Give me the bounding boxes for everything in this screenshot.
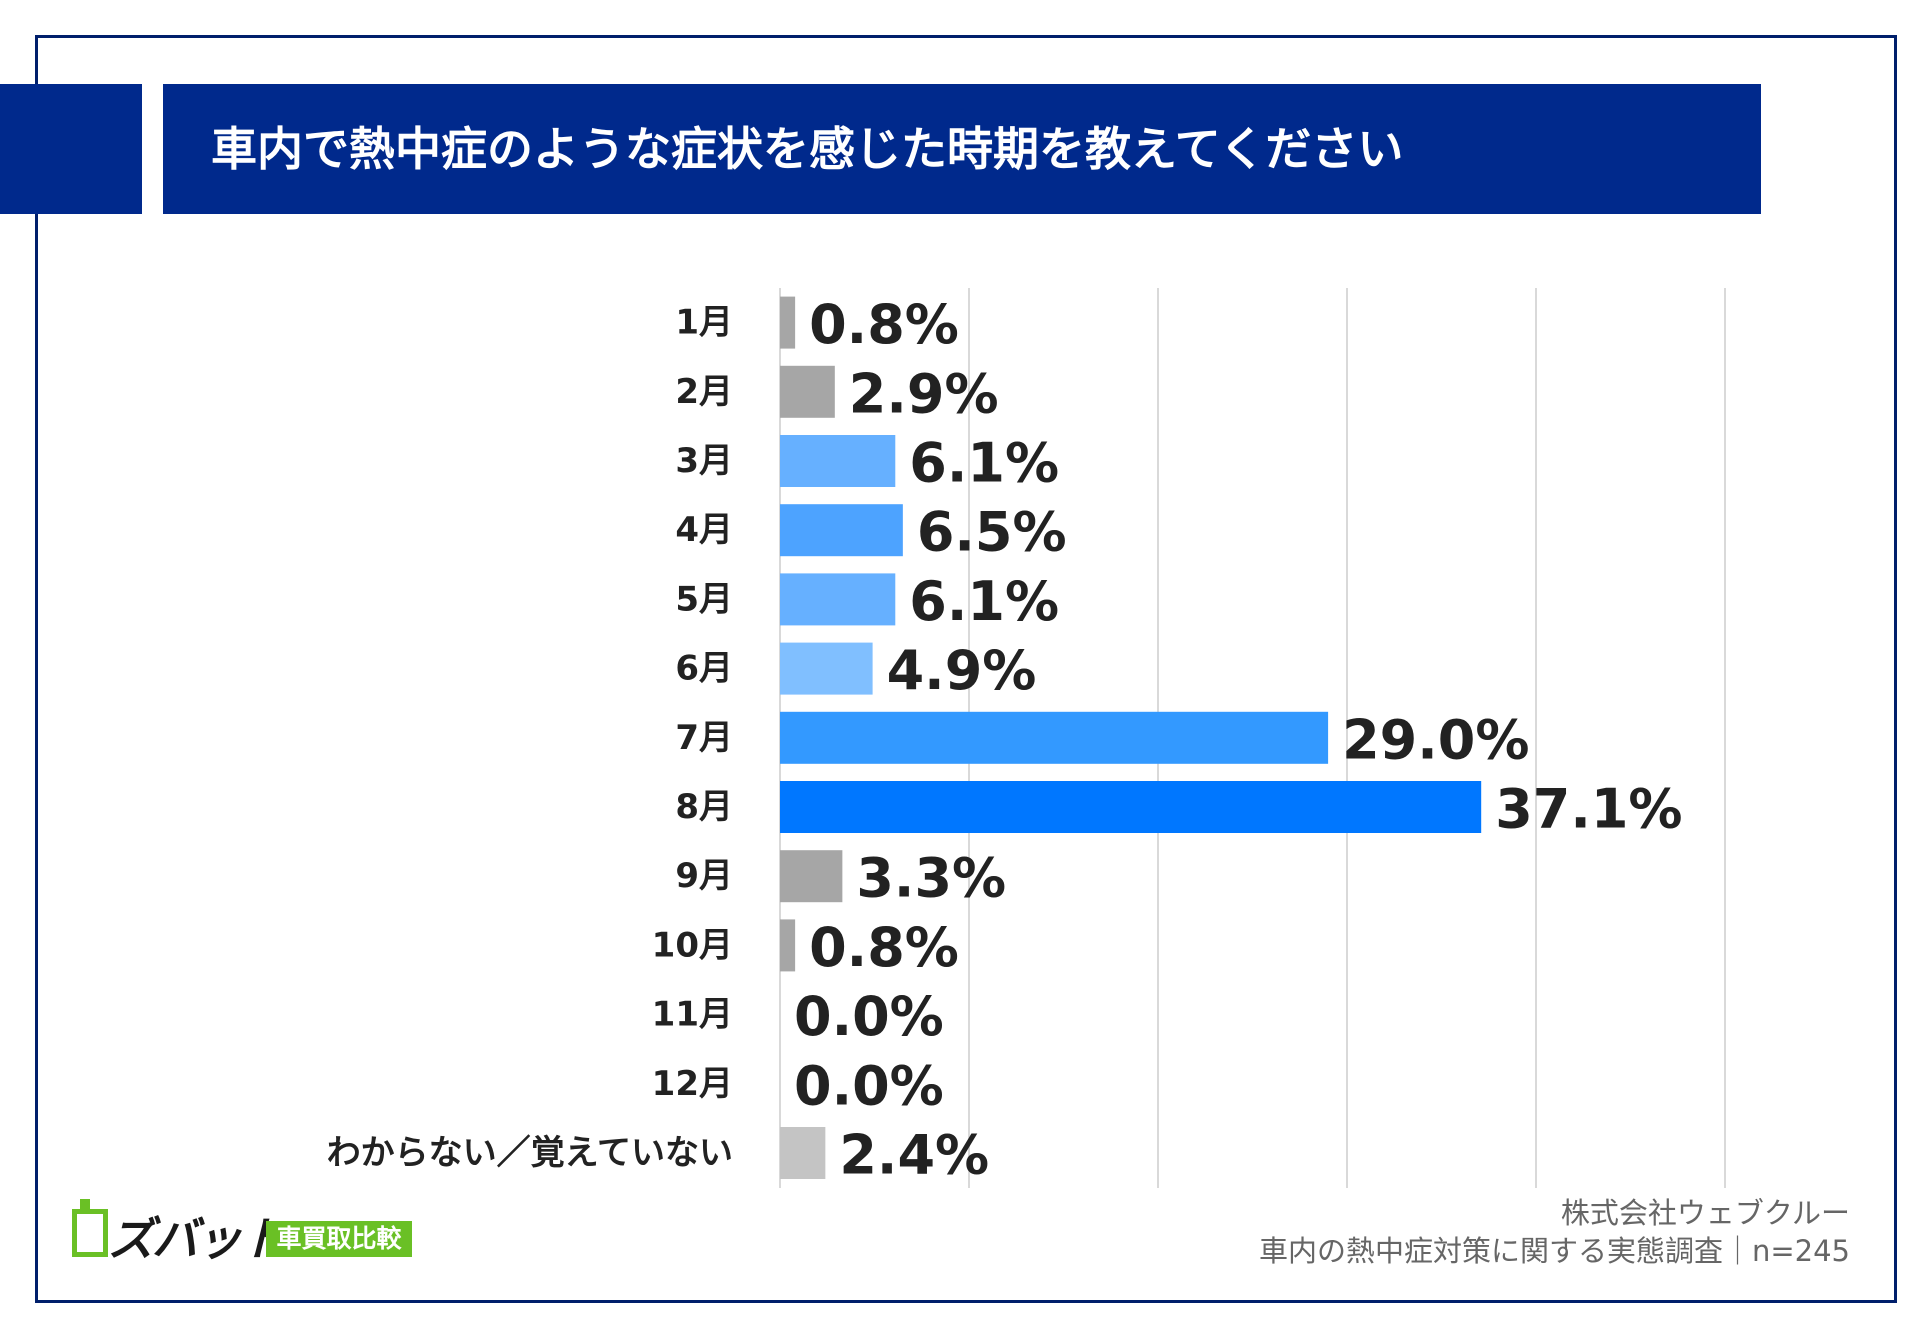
value-label: 2.4% xyxy=(839,1124,989,1187)
bar xyxy=(780,1127,826,1179)
credit-survey: 車内の熱中症対策に関する実態調査｜n=245 xyxy=(1258,1234,1850,1268)
bar xyxy=(780,642,873,695)
category-label: 4月 xyxy=(675,510,733,550)
chart-title: 車内で熱中症のような症状を感じた時期を教えてください xyxy=(211,122,1404,176)
logo-name: ズバット xyxy=(108,1212,286,1266)
bar xyxy=(780,781,1482,833)
category-label: 6月 xyxy=(675,649,733,689)
bar xyxy=(780,711,1329,764)
bar-chart: 1月 0.8% 2月 2.9% 3月 6.1% 4月 6.5% 5月 6.1% 6月 4.9% 7月 29… xyxy=(327,288,1726,1188)
value-label: 6.5% xyxy=(917,501,1067,564)
bar xyxy=(780,296,796,349)
category-label: 9月 xyxy=(675,856,733,896)
bar xyxy=(780,573,896,626)
value-label: 6.1% xyxy=(909,570,1059,633)
value-label: 0.0% xyxy=(794,1054,944,1117)
logo-badge: 車買取比較 xyxy=(266,1221,412,1257)
value-label: 2.9% xyxy=(849,362,999,425)
category-label: わからない／覚えていない xyxy=(327,1133,733,1173)
category-label: 7月 xyxy=(675,718,733,758)
value-label: 0.8% xyxy=(809,916,959,979)
bar xyxy=(780,435,896,487)
logo-dot-icon xyxy=(80,1199,90,1209)
bar xyxy=(780,504,903,557)
title-bar: 車内で熱中症のような症状を感じた時期を教えてください xyxy=(163,84,1761,214)
value-label: 6.1% xyxy=(909,432,1059,495)
value-label: 0.0% xyxy=(794,985,944,1048)
value-label: 4.9% xyxy=(887,639,1037,702)
category-label: 8月 xyxy=(675,787,733,827)
value-label: 0.8% xyxy=(809,293,959,356)
category-label: 1月 xyxy=(675,303,733,343)
category-label: 11月 xyxy=(652,995,733,1035)
category-label: 3月 xyxy=(675,441,733,481)
value-label: 3.3% xyxy=(856,847,1006,910)
bar xyxy=(780,365,835,418)
zubat-logo: ズバット 車買取比較 xyxy=(72,1199,412,1266)
value-label: 29.0% xyxy=(1342,708,1529,771)
value-label: 37.1% xyxy=(1495,778,1682,841)
bar xyxy=(780,919,796,972)
chart-frame xyxy=(35,35,1897,1303)
bar xyxy=(780,850,843,903)
credit-company: 株式会社ウェブクルー xyxy=(1560,1196,1850,1230)
category-label: 5月 xyxy=(675,579,733,619)
logo-mark-icon xyxy=(72,1209,108,1257)
category-label: 2月 xyxy=(675,372,733,412)
header-accent-block xyxy=(0,84,142,214)
category-label: 10月 xyxy=(652,925,733,965)
category-label: 12月 xyxy=(652,1064,733,1104)
